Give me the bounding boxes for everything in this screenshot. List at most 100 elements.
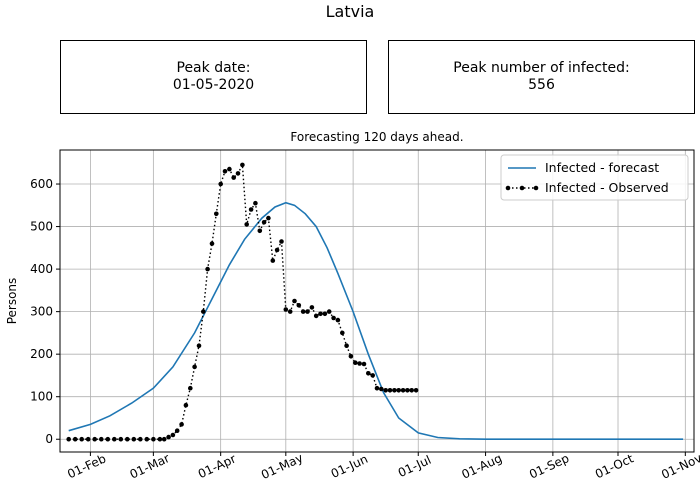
x-tick-label: 01-Jul [396,453,433,480]
observed-point [79,436,84,442]
observed-point [170,432,176,438]
observed-point [270,258,276,263]
y-tick-label: 100 [30,390,53,404]
observed-point [309,305,315,310]
series-layer [66,162,684,442]
observed-point [214,211,219,217]
observed-point [131,436,137,442]
y-tick-label: 600 [30,177,53,191]
observed-point [322,311,328,317]
observed-point [413,388,419,393]
observed-point [266,215,271,221]
observed-point [357,361,362,366]
observed-point [166,434,171,440]
observed-point [248,207,254,212]
observed-point [318,311,323,317]
observed-point [240,162,245,168]
x-tick-label: 01-Jun [329,452,370,481]
legend-observed-marker [533,185,539,191]
legend-observed-label: Infected - Observed [545,180,669,195]
observed-point [305,309,310,314]
plot-frame [59,149,695,453]
observed-point [392,388,397,393]
y-tick-label: 300 [30,305,53,319]
observed-point [409,388,415,393]
observed-point [366,371,371,376]
legend-observed-marker [519,185,525,191]
y-tick-label: 400 [30,262,53,276]
observed-point [283,307,289,312]
observed-point [340,330,345,336]
observed-point [361,361,367,367]
observed-point [387,388,393,393]
observed-point [279,239,284,244]
peak-number-label: Peak number of infected: [453,60,630,76]
legend: Infected - forecast Infected - Observed [500,154,689,201]
peak-number-box: Peak number of infected: 556 [388,40,695,114]
x-tick-label: 01-Mar [128,451,172,482]
observed-point [348,354,354,359]
observed-line [68,162,417,440]
observed-point [379,386,384,392]
observed-point [257,228,263,234]
observed-point [396,388,402,393]
observed-point [144,436,150,442]
observed-point [326,309,332,314]
legend-observed-marker [505,185,511,191]
forecast-line [68,201,684,441]
peak-date-label: Peak date: [176,60,251,76]
x-tick-label: 01-Nov [659,451,700,482]
y-tick-label: 500 [30,220,53,234]
y-axis-ticks: 0 100 200 300 400 500 600 [30,177,60,446]
observed-point [296,303,302,308]
observed-point [161,436,167,442]
observed-point [231,175,236,180]
y-axis-label: Persons [5,278,19,325]
observed-point [300,309,306,314]
peak-number-value: 556 [528,77,555,93]
observed-point [188,385,193,391]
observed-point [201,309,206,314]
observed-point [405,388,410,393]
observed-point [235,171,241,176]
observed-point [400,388,406,393]
observed-point [179,422,184,427]
x-tick-label: 01-Apr [196,452,238,482]
observed-point [66,436,71,442]
observed-point [196,343,202,349]
observed-point [105,436,111,442]
observed-point [331,315,336,321]
observed-point [92,436,97,442]
observed-point [125,436,130,442]
observed-point [344,343,349,349]
observed-point [313,313,319,319]
observed-point [174,428,180,434]
x-axis-ticks: 01-Feb 01-Mar 01-Apr 01-May 01-Jun 01-Jul 01-A… [65,451,700,482]
x-tick-label: 01-Sep [527,451,571,482]
observed-point [370,373,376,378]
observed-point [222,169,228,174]
x-tick-label: 01-Feb [65,451,108,481]
x-tick-label: 01-Aug [460,451,505,482]
main-title: Latvia [325,2,375,21]
observed-point [118,436,124,442]
observed-point [227,166,232,172]
x-tick-label: 01-Oct [593,451,636,481]
observed-point [287,309,293,314]
observed-point [192,364,197,370]
x-tick-label: 01-May [259,451,305,482]
observed-point [205,266,210,272]
observed-point [209,241,215,246]
observed-point [335,317,341,323]
observed-point [292,298,297,304]
y-tick-label: 200 [30,347,53,361]
observed-point [99,436,104,442]
observed-point [138,436,143,442]
y-tick-label: 0 [45,432,53,446]
peak-date-value: 01-05-2020 [172,77,255,93]
observed-point [253,200,258,206]
observed-point [112,436,117,442]
observed-point [274,247,280,253]
legend-forecast-label: Infected - forecast [545,160,659,175]
observed-point [374,385,380,391]
